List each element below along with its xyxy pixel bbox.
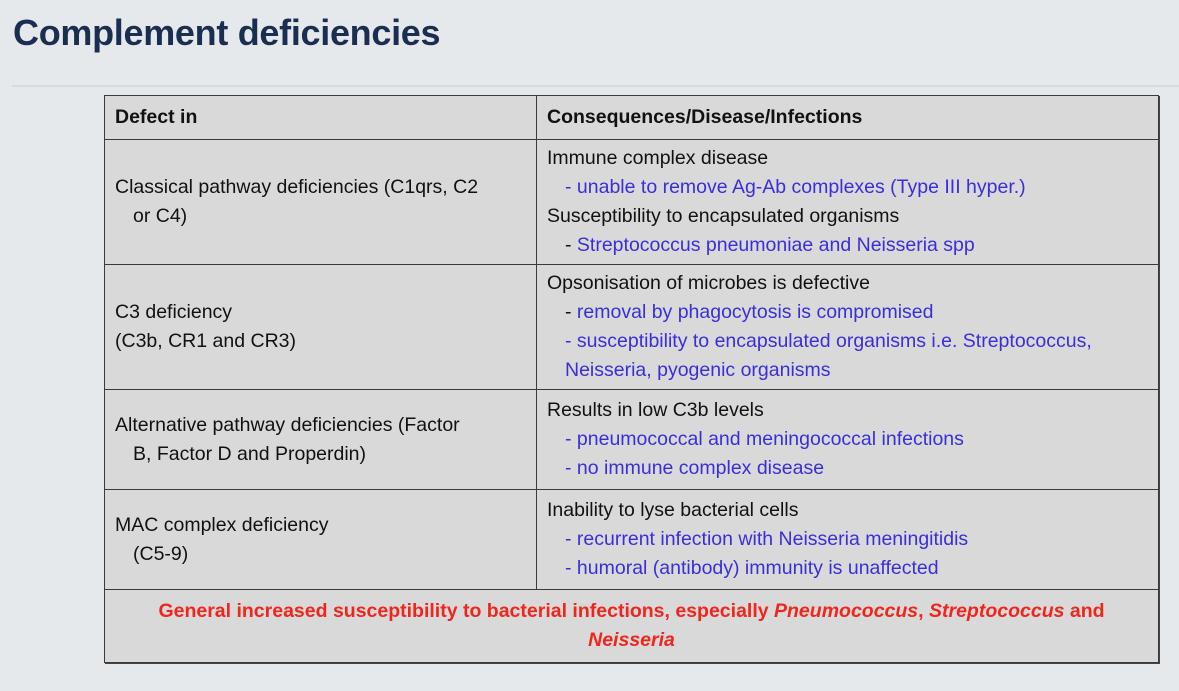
table-row: C3 deficiency (C3b, CR1 and CR3) Opsonis… bbox=[104, 264, 1159, 390]
consequences-cell: Immune complex disease - unable to remov… bbox=[536, 139, 1159, 265]
consequence-sub: - no immune complex disease bbox=[565, 457, 825, 479]
header-consequences: Consequences/Disease/Infections bbox=[536, 95, 1159, 140]
consequence-sub: - susceptibility to encapsulated organis… bbox=[565, 330, 1092, 352]
title-divider bbox=[12, 85, 1179, 87]
table-row: Classical pathway deficiencies (C1qrs, C… bbox=[104, 139, 1159, 265]
consequences-cell: Inability to lyse bacterial cells - recu… bbox=[536, 489, 1159, 590]
consequence-main: Results in low C3b levels bbox=[547, 399, 764, 421]
defect-cell: Classical pathway deficiencies (C1qrs, C… bbox=[104, 139, 537, 265]
consequence-main: Immune complex disease bbox=[547, 147, 769, 169]
table-row: Alternative pathway deficiencies (Factor… bbox=[104, 389, 1159, 490]
table-footer-row: General increased susceptibility to bact… bbox=[104, 589, 1159, 663]
consequence-sub: - recurrent infection with Neisseria men… bbox=[565, 528, 969, 550]
header-defect: Defect in bbox=[104, 95, 537, 140]
consequence-main: Susceptibility to encapsulated organisms bbox=[547, 205, 900, 227]
consequence-main: Inability to lyse bacterial cells bbox=[547, 499, 799, 521]
defect-cell: C3 deficiency (C3b, CR1 and CR3) bbox=[104, 264, 537, 390]
table-row: MAC complex deficiency (C5-9) Inability … bbox=[104, 489, 1159, 590]
consequence-sub: - unable to remove Ag-Ab complexes (Type… bbox=[565, 176, 1026, 198]
complement-deficiencies-table: Defect in Consequences/Disease/Infection… bbox=[104, 95, 1159, 663]
consequence-sub: - humoral (antibody) immunity is unaffec… bbox=[565, 557, 939, 579]
consequence-sub: Neisseria, pyogenic organisms bbox=[565, 359, 831, 381]
consequence-sub: - removal by phagocytosis is compromised bbox=[565, 301, 934, 323]
table-header-row: Defect in Consequences/Disease/Infection… bbox=[104, 95, 1159, 140]
defect-cell: MAC complex deficiency (C5-9) bbox=[104, 489, 537, 590]
consequence-sub: - Streptococcus pneumoniae and Neisseria… bbox=[565, 234, 975, 256]
consequence-main: Opsonisation of microbes is defective bbox=[547, 272, 870, 294]
page-title: Complement deficiencies bbox=[13, 12, 441, 53]
defect-cell: Alternative pathway deficiencies (Factor… bbox=[104, 389, 537, 490]
consequences-cell: Opsonisation of microbes is defective - … bbox=[536, 264, 1159, 390]
consequences-cell: Results in low C3b levels - pneumococcal… bbox=[536, 389, 1159, 490]
summary-note: General increased susceptibility to bact… bbox=[104, 589, 1159, 663]
consequence-sub: - pneumococcal and meningococcal infecti… bbox=[565, 428, 964, 450]
